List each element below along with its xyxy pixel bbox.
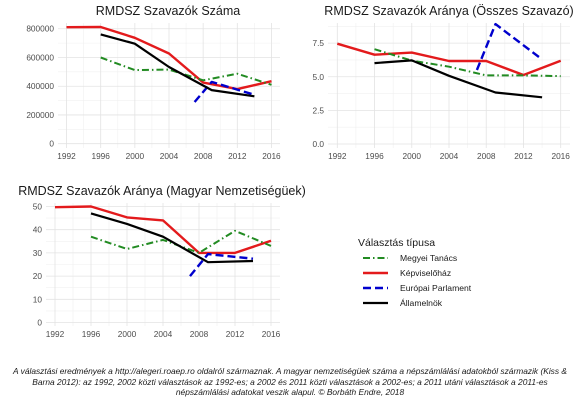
x-tick-label: 2016 <box>262 151 281 161</box>
y-tick-label: 800000 <box>26 24 54 34</box>
x-tick-label: 2016 <box>551 151 570 161</box>
x-tick-label: 1992 <box>328 151 347 161</box>
x-tick-label: 1996 <box>91 151 110 161</box>
y-tick-label: 50 <box>33 201 43 211</box>
series-kepviselohaz <box>336 42 562 77</box>
legend-label-kepviselohaz: Képviselőház <box>400 268 451 278</box>
x-tick-label: 2008 <box>190 329 209 339</box>
legend-title: Választás típusa <box>358 237 435 249</box>
x-tick-label: 1996 <box>82 329 101 339</box>
x-tick-label: 2000 <box>126 151 145 161</box>
y-tick-label: 7.5 <box>312 38 324 48</box>
series-europai-parlament <box>193 80 255 103</box>
series-allamelnok <box>374 59 543 99</box>
x-tick-label: 1992 <box>46 329 65 339</box>
x-tick-label: 2004 <box>154 329 173 339</box>
y-tick-label: 400000 <box>26 81 54 91</box>
y-tick-label: 5.0 <box>312 72 324 82</box>
series-allamelnok <box>100 33 255 98</box>
series-europai-parlament <box>189 252 254 277</box>
legend-label-allamelnok: Államelnök <box>400 298 443 308</box>
series-europai-parlament <box>475 22 543 71</box>
y-tick-label: 200000 <box>26 110 54 120</box>
major-grid <box>328 23 570 148</box>
y-tick-label: 0.0 <box>312 139 324 149</box>
series-megyei-tanacs <box>100 56 272 86</box>
legend-label-europai-parlament: Európai Parlament <box>400 283 472 293</box>
y-tick-label: 600000 <box>26 52 54 62</box>
series-megyei-tanacs <box>374 48 561 78</box>
y-tick-label: 0 <box>37 318 42 328</box>
chart-1: RMDSZ Szavazók Száma 1992 1996 2000 2004 2008… <box>26 4 281 161</box>
x-tick-label: 2004 <box>440 151 459 161</box>
major-grid <box>46 203 280 326</box>
series-allamelnok <box>90 212 254 264</box>
y-tick-label: 40 <box>33 225 43 235</box>
major-grid <box>58 23 280 148</box>
legend-label-megyei-tanacs: Megyei Tanács <box>400 253 457 263</box>
x-tick-label: 1992 <box>57 151 76 161</box>
x-tick-label: 2016 <box>262 329 281 339</box>
legend: Választás típusa Megyei Tanács Képviselőh… <box>358 237 472 308</box>
y-tick-label: 2.5 <box>312 105 324 115</box>
y-tick-label: 10 <box>33 294 43 304</box>
series-megyei-tanacs <box>90 229 272 254</box>
x-tick-label: 2000 <box>403 151 422 161</box>
x-tick-label: 2008 <box>194 151 213 161</box>
caption: A választási eredmények a http://alegeri… <box>13 366 567 398</box>
x-tick-label: 2008 <box>477 151 496 161</box>
y-tick-label: 30 <box>33 248 43 258</box>
x-tick-label: 2012 <box>226 329 245 339</box>
x-tick-label: 2012 <box>228 151 247 161</box>
x-tick-label: 2000 <box>118 329 137 339</box>
x-tick-label: 2012 <box>514 151 533 161</box>
chart-3: RMDSZ Szavazók Aránya (Magyar Nemzetiség… <box>18 184 306 339</box>
y-tick-label: 0 <box>49 139 54 149</box>
series-kepviselohaz <box>54 205 272 255</box>
y-tick-label: 20 <box>33 271 43 281</box>
chart-2: RMDSZ Szavazók Aránya (Összes Szavazó) 19… <box>312 4 573 161</box>
chart-title: RMDSZ Szavazók Aránya (Összes Szavazó) <box>324 4 573 18</box>
x-tick-label: 1996 <box>365 151 384 161</box>
x-tick-label: 2004 <box>160 151 179 161</box>
chart-title: RMDSZ Szavazók Száma <box>96 4 241 18</box>
chart-title: RMDSZ Szavazók Aránya (Magyar Nemzetiség… <box>18 184 306 198</box>
